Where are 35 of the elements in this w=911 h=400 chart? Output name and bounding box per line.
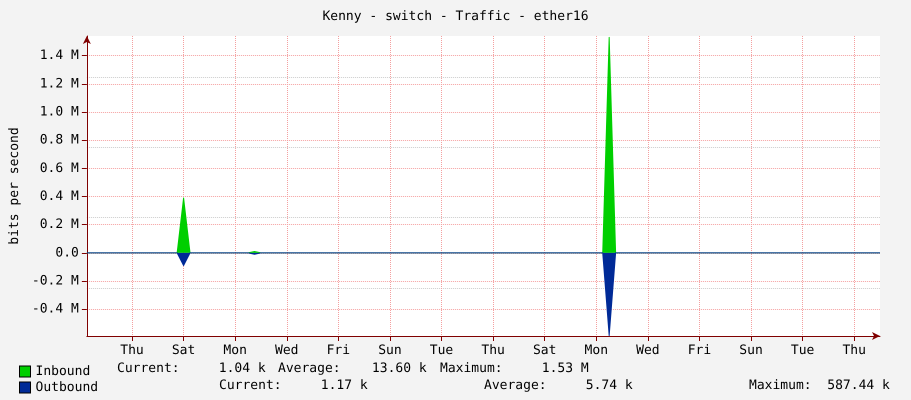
x-tick-label: Fri [326,343,350,358]
x-tick-label: Wed [636,343,660,358]
y-tick-label: 0.6 M [40,160,80,176]
y-tick-label: 1.4 M [40,48,80,64]
x-tick-label: Fri [688,343,712,358]
y-tick-label: 0.0 [55,245,79,260]
y-tick-label: 0.2 M [40,217,80,232]
legend-label: Inbound [36,364,90,379]
x-tick-label: Mon [584,343,608,358]
y-tick-label: 1.0 M [40,104,80,120]
y-tick-label: 1.2 M [40,76,80,92]
text: Maximum: 1.53 M [440,361,589,376]
x-tick-label: Sun [378,343,402,358]
y-tick-label: 0.8 M [40,132,80,148]
text: Average: 13.60 k [278,361,427,376]
x-tick-label: Thu [120,343,144,358]
x-tick-label: Thu [842,343,866,358]
y-axis-title: bits per second [7,127,22,245]
x-tick-label: Tue [790,343,815,358]
y-tick-label: -0.2 M [32,274,80,289]
y-tick-label: -0.4 M [32,302,80,317]
x-tick-label: Mon [223,343,247,358]
x-tick-label: Tue [430,343,454,358]
text: Current: 1.04 k [117,361,266,376]
text: Maximum: 587.44 k [749,378,890,393]
text: Average: 5.74 k [484,378,633,393]
legend-label: Outbound [36,380,98,395]
chart-title: Kenny - switch - Traffic - ether16 [322,9,589,24]
x-tick-label: Thu [481,343,505,358]
y-tick-label: 0.4 M [40,189,80,204]
x-tick-label: Sat [172,343,196,358]
x-tick-label: Wed [275,343,298,358]
x-tick-label: Sun [739,343,763,358]
x-tick-label: Sat [532,343,556,358]
text: Current: 1.17 k [219,378,368,393]
